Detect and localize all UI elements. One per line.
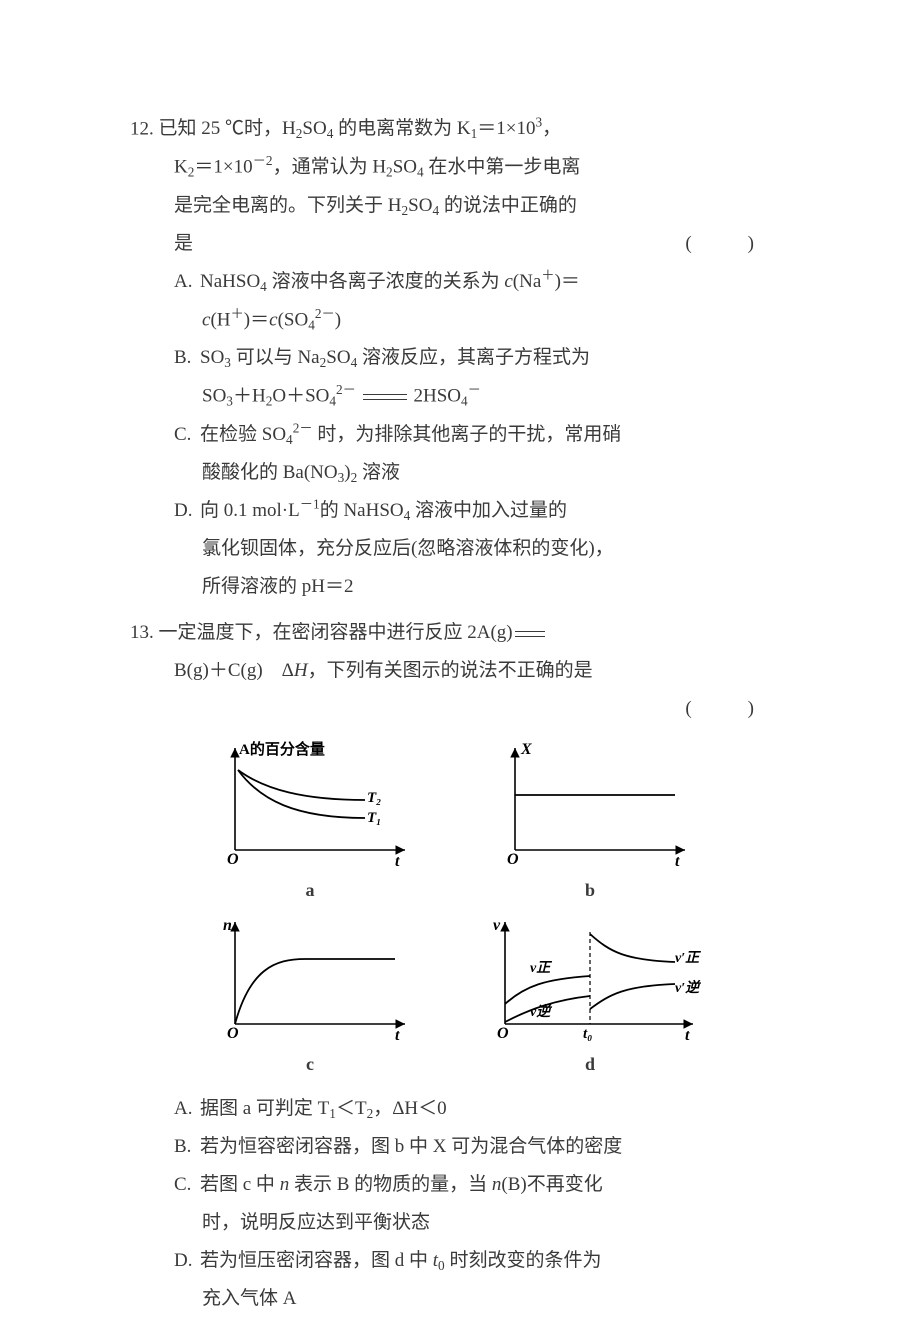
q12-option-a-cont: c(H＋)＝c(SO42－)	[130, 301, 760, 339]
question-13: 13. 一定温度下，在密闭容器中进行反应 2A(g) B(g)＋C(g) ΔH，…	[130, 614, 760, 1318]
q12-option-d: D.向 0.1 mol·L－1的 NaHSO4 溶液中加入过量的	[156, 492, 760, 530]
svg-text:O: O	[227, 851, 239, 868]
q12-stem-0: 已知 25 ℃时，H2SO4 的电离常数为 K1＝1×103，	[159, 118, 562, 139]
option-label: A.	[174, 263, 200, 301]
chart-b: O t X b	[470, 740, 710, 908]
q13-stem-line: 13. 一定温度下，在密闭容器中进行反应 2A(g)	[130, 614, 760, 652]
q13-option-a: A.据图 a 可判定 T1＜T2，ΔH＜0	[156, 1090, 760, 1128]
chart-b-label: b	[470, 872, 710, 908]
q12-option-d-cont1: 氯化钡固体，充分反应后(忽略溶液体积的变化)，	[130, 530, 760, 568]
chart-row-1: O t A的百分含量 T₂ T₁ a	[190, 740, 710, 908]
q12-stem-3: 是 ( )	[130, 225, 760, 263]
chart-row-2: O t n c O t v	[190, 914, 710, 1082]
q12-stem-2: 是完全电离的。下列关于 H2SO4 的说法中正确的	[130, 187, 760, 225]
q13-option-c-cont: 时，说明反应达到平衡状态	[130, 1204, 760, 1242]
svg-text:v′逆: v′逆	[675, 979, 701, 996]
chart-c: O t n c	[190, 914, 430, 1082]
svg-text:t: t	[395, 853, 400, 870]
q13-number: 13.	[130, 622, 154, 643]
answer-bracket: ( )	[685, 690, 760, 728]
svg-text:O: O	[497, 1025, 509, 1042]
option-label: B.	[174, 339, 200, 377]
q12-number: 12.	[130, 118, 154, 139]
svg-text:t: t	[675, 853, 680, 870]
q13-option-d-cont: 充入气体 A	[130, 1280, 760, 1318]
option-label: A.	[174, 1090, 200, 1128]
option-label: D.	[174, 492, 200, 530]
chart-c-label: c	[190, 1046, 430, 1082]
svg-text:T₁: T₁	[367, 810, 381, 826]
chart-a-label: a	[190, 872, 430, 908]
q12-option-c: C.在检验 SO42－ 时，为排除其他离子的干扰，常用硝	[156, 416, 760, 454]
svg-text:v: v	[493, 917, 501, 934]
q13-stem-0: 一定温度下，在密闭容器中进行反应 2A(g)	[159, 622, 547, 643]
q13-option-c: C.若图 c 中 n 表示 B 的物质的量，当 n(B)不再变化	[156, 1166, 760, 1204]
q12-stem-1: K2＝1×10－2，通常认为 H2SO4 在水中第一步电离	[130, 148, 760, 186]
svg-text:v′正: v′正	[675, 950, 701, 966]
svg-text:v正: v正	[530, 960, 552, 976]
option-label: C.	[174, 1166, 200, 1204]
option-label: D.	[174, 1242, 200, 1280]
option-label: C.	[174, 416, 200, 454]
svg-text:t: t	[395, 1027, 400, 1044]
q12-option-d-cont2: 所得溶液的 pH＝2	[130, 568, 760, 606]
q12-option-b: B.SO3 可以与 Na2SO4 溶液反应，其离子方程式为	[156, 339, 760, 377]
svg-text:X: X	[520, 741, 532, 758]
svg-text:v逆: v逆	[530, 1003, 552, 1020]
answer-bracket: ( )	[685, 225, 760, 263]
chart-d-label: d	[470, 1046, 710, 1082]
question-12: 12. 已知 25 ℃时，H2SO4 的电离常数为 K1＝1×103， K2＝1…	[130, 110, 760, 606]
chart-grid: O t A的百分含量 T₂ T₁ a	[190, 740, 710, 1082]
chart-d: O t v t₀ v正 v逆 v′正 v′逆	[470, 914, 710, 1082]
svg-text:O: O	[507, 851, 519, 868]
q12-option-b-cont: SO3＋H2O＋SO42－ 2HSO4－	[130, 377, 760, 415]
svg-text:O: O	[227, 1025, 239, 1042]
svg-text:T₂: T₂	[367, 790, 381, 806]
chart-a: O t A的百分含量 T₂ T₁ a	[190, 740, 430, 908]
svg-text:n: n	[223, 917, 232, 934]
q13-bracket-row: ( )	[130, 690, 760, 728]
q13-stem-1: B(g)＋C(g) ΔH，下列有关图示的说法不正确的是	[130, 652, 760, 690]
q13-option-d: D.若为恒压密闭容器，图 d 中 t0 时刻改变的条件为	[156, 1242, 760, 1280]
q12-option-c-cont: 酸酸化的 Ba(NO3)2 溶液	[130, 454, 760, 492]
svg-text:t: t	[685, 1027, 690, 1044]
option-label: B.	[174, 1128, 200, 1166]
svg-text:t₀: t₀	[583, 1026, 592, 1042]
q12-stem-line: 12. 已知 25 ℃时，H2SO4 的电离常数为 K1＝1×103，	[130, 110, 760, 148]
q12-option-a: A.NaHSO4 溶液中各离子浓度的关系为 c(Na＋)＝	[156, 263, 760, 301]
svg-text:A的百分含量: A的百分含量	[239, 740, 325, 758]
q13-option-b: B.若为恒容密闭容器，图 b 中 X 可为混合气体的密度	[156, 1128, 760, 1166]
